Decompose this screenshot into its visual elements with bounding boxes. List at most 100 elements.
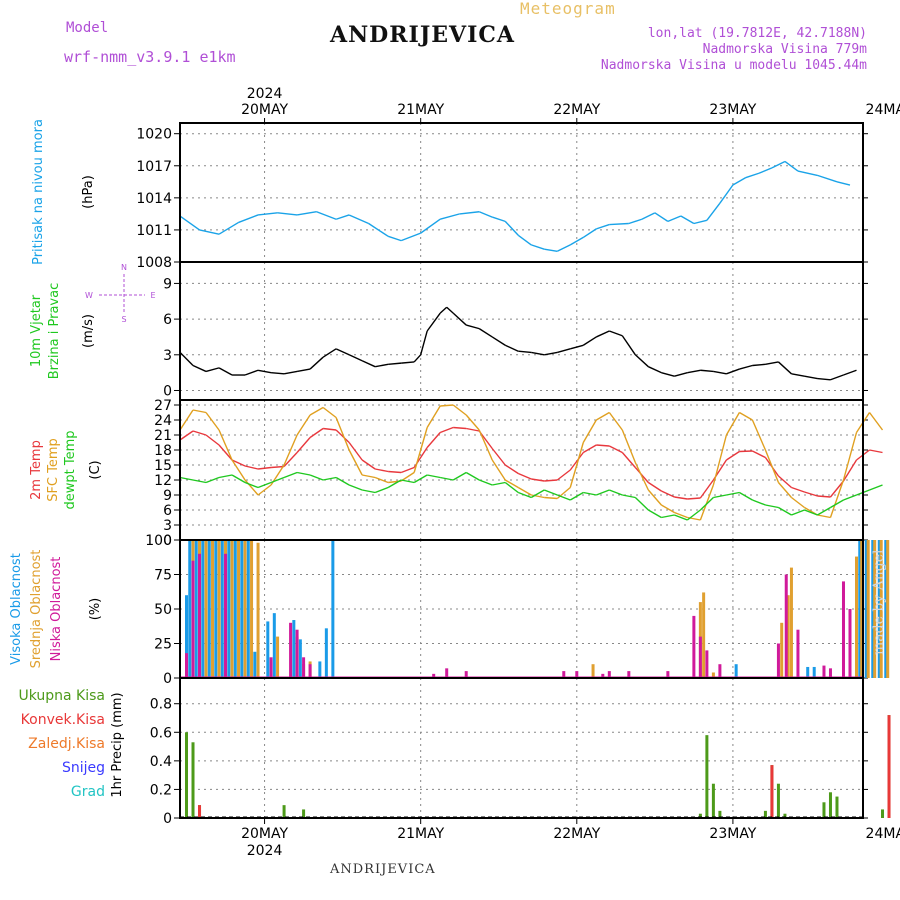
- panel-frame: [179, 399, 864, 541]
- y-tick-label: 1011: [136, 223, 172, 239]
- bar: [253, 651, 257, 678]
- y-tick-label: 6: [163, 312, 172, 328]
- series-segment: [179, 409, 194, 431]
- series-segment: [739, 450, 753, 453]
- series-segment: [517, 491, 532, 499]
- series-segment: [205, 367, 220, 373]
- series-segment: [830, 374, 844, 381]
- bar: [188, 540, 192, 678]
- series-segment: [791, 486, 805, 493]
- bar: [879, 540, 883, 678]
- bar: [784, 574, 788, 678]
- series-segment: [296, 437, 311, 453]
- series-segment: [205, 434, 220, 446]
- series-segment: [205, 476, 220, 484]
- series-segment: [634, 354, 649, 368]
- series-segment: [218, 444, 233, 461]
- x-day-label-top: 20MAY: [241, 102, 288, 118]
- y-tick-label: 6: [163, 503, 172, 519]
- precip-title: 1hr Precip (mm): [110, 692, 125, 797]
- x-day-label-bottom: 24MAY: [866, 826, 900, 842]
- series-segment: [628, 218, 643, 225]
- series-segment: [348, 484, 363, 491]
- series-segment: [829, 480, 845, 498]
- y-tick-label: 15: [154, 458, 172, 474]
- series-segment: [277, 212, 298, 216]
- y-tick-label: 0: [163, 811, 172, 827]
- series-segment: [596, 444, 610, 447]
- bar: [786, 595, 790, 678]
- bar: [191, 560, 195, 678]
- series-segment: [335, 417, 350, 451]
- series-segment: [244, 479, 259, 496]
- x-year-label-top: 2024: [247, 86, 283, 102]
- series-segment: [257, 484, 272, 496]
- series-segment: [634, 462, 649, 491]
- precip-legend-item: Grad: [71, 784, 105, 800]
- bar: [207, 540, 211, 678]
- series-segment: [777, 482, 792, 498]
- series-segment: [283, 434, 298, 466]
- cloud-unit: (%): [88, 598, 103, 621]
- bar: [822, 665, 826, 678]
- series-segment: [322, 348, 337, 358]
- bar: [211, 540, 215, 678]
- series-segment: [231, 459, 246, 481]
- bar: [302, 657, 306, 678]
- series-segment: [231, 459, 246, 467]
- bar: [858, 540, 862, 678]
- bar: [854, 556, 858, 678]
- series-segment: [270, 476, 285, 484]
- x-day-label-top: 23MAY: [709, 102, 756, 118]
- series-segment: [323, 427, 337, 431]
- series-segment: [283, 452, 298, 467]
- y-tick-label: 75: [154, 568, 172, 584]
- series-segment: [661, 504, 675, 514]
- series-segment: [400, 466, 415, 474]
- series-segment: [791, 496, 805, 509]
- series-segment: [764, 449, 780, 483]
- series-segment: [309, 356, 324, 370]
- series-segment: [426, 432, 441, 448]
- y-tick-label: 12: [154, 473, 172, 489]
- series-segment: [322, 406, 337, 419]
- bar: [841, 581, 845, 678]
- station-elevation: Nadmorska Visina 779m: [702, 42, 867, 57]
- bar: [705, 650, 709, 678]
- series-segment: [739, 364, 753, 370]
- series-segment: [634, 496, 649, 511]
- compass-south: S: [121, 315, 126, 324]
- series-segment: [348, 354, 363, 362]
- series-segment: [531, 351, 545, 356]
- series-segment: [726, 368, 740, 375]
- series-segment: [719, 184, 734, 204]
- coordinates: lon,lat (19.7812E, 42.7188N): [647, 26, 867, 41]
- series-segment: [582, 336, 597, 346]
- bar: [269, 657, 273, 678]
- series-segment: [530, 489, 545, 499]
- bar: [887, 715, 891, 818]
- series-segment: [647, 481, 662, 492]
- bar: [445, 668, 449, 678]
- series-segment: [726, 450, 740, 461]
- series-segment: [400, 471, 415, 482]
- bar: [866, 540, 870, 678]
- series-segment: [283, 471, 298, 479]
- series-segment: [791, 509, 805, 516]
- series-segment: [192, 409, 207, 414]
- y-tick-label: 18: [154, 443, 172, 459]
- x-day-label-top: 22MAY: [553, 102, 600, 118]
- bar: [185, 732, 189, 818]
- series-segment: [544, 351, 558, 356]
- series-segment: [374, 486, 389, 494]
- series-segment: [647, 489, 662, 506]
- bar: [246, 540, 250, 678]
- series-segment: [544, 479, 558, 482]
- x-day-label-bottom: 22MAY: [553, 826, 600, 842]
- series-segment: [674, 371, 688, 377]
- bar: [776, 783, 780, 818]
- series-segment: [674, 514, 688, 521]
- series-segment: [466, 427, 480, 432]
- series-segment: [609, 222, 629, 226]
- bar: [298, 639, 302, 678]
